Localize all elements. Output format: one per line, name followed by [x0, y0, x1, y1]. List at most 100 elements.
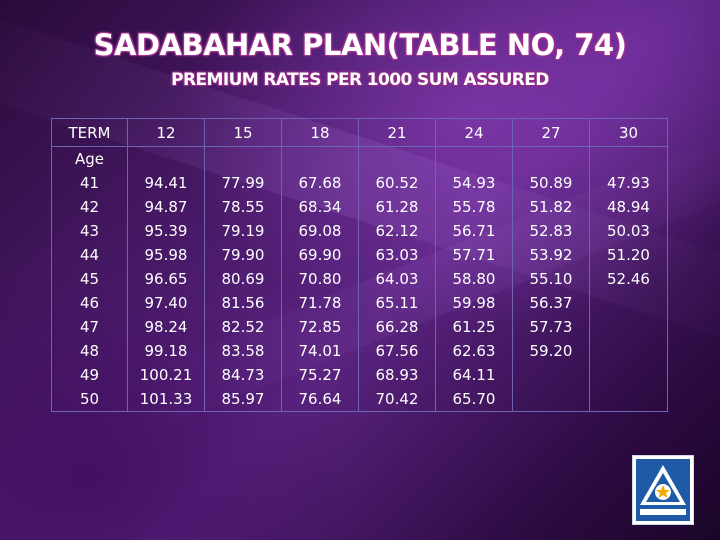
- rate-cell: 81.56: [221, 294, 265, 312]
- age-cell: 41: [79, 174, 100, 192]
- company-logo: [632, 455, 694, 525]
- rate-cell: 60.52: [375, 174, 419, 192]
- rate-cell: 55.10: [529, 270, 573, 288]
- rate-column-term-21: 60.52 61.28 62.12 63.03 64.03 65.11 66.28 67.56…: [358, 146, 436, 412]
- rate-cell: 62.63: [452, 342, 496, 360]
- age-cell: 43: [79, 222, 100, 240]
- rate-cell: 56.37: [529, 294, 573, 312]
- rate-cell: 99.18: [144, 342, 188, 360]
- rate-cell: 65.70: [452, 390, 496, 408]
- rate-cell: 64.11: [452, 366, 496, 384]
- rate-column-term-12: 94.41 94.87 95.39 95.98 96.65 97.40 98.24 99.18…: [127, 146, 205, 412]
- rate-cell: 54.93: [452, 174, 496, 192]
- rate-cell: 52.83: [529, 222, 573, 240]
- table-header-row: TERM 12 15 18 21 24 27 30: [51, 118, 668, 147]
- rate-cell: 78.55: [221, 198, 265, 216]
- term-header-cell: 24: [435, 118, 513, 147]
- blank-cell: [513, 147, 589, 171]
- term-header-cell: 27: [512, 118, 590, 147]
- rate-cell: 62.12: [375, 222, 419, 240]
- blank-cell: [436, 147, 512, 171]
- rate-cell: 74.01: [298, 342, 342, 360]
- rate-cell: 68.34: [298, 198, 342, 216]
- rate-cell: 76.64: [298, 390, 342, 408]
- term-header-cell: TERM: [51, 118, 128, 147]
- rate-cell: 84.73: [221, 366, 265, 384]
- rate-cell: 52.46: [607, 270, 650, 288]
- rate-cell: 58.80: [452, 270, 496, 288]
- slide-title: SADABAHAR PLAN(TABLE NO, 74): [93, 28, 627, 62]
- rate-cell: 70.42: [375, 390, 419, 408]
- blank-cell: [359, 147, 435, 171]
- rate-cell: 51.20: [607, 246, 650, 264]
- rate-cell: 75.27: [298, 366, 342, 384]
- rate-column-term-15: 77.99 78.55 79.19 79.90 80.69 81.56 82.52 83.58…: [204, 146, 282, 412]
- blank-cell: [282, 147, 358, 171]
- rate-cell: 85.97: [221, 390, 265, 408]
- rate-cell: 59.98: [452, 294, 496, 312]
- age-cell: 42: [79, 198, 100, 216]
- rate-cell: 61.25: [452, 318, 496, 336]
- rate-cell: 68.93: [375, 366, 419, 384]
- rate-cell: 55.78: [452, 198, 496, 216]
- premium-rates-table: TERM 12 15 18 21 24 27 30 Age 41 42 43 4…: [51, 118, 668, 412]
- rate-cell: 57.71: [452, 246, 496, 264]
- rate-cell: 56.71: [452, 222, 496, 240]
- rate-cell: 69.08: [298, 222, 342, 240]
- rate-cell: 65.11: [375, 294, 419, 312]
- rate-column-term-18: 67.68 68.34 69.08 69.90 70.80 71.78 72.85 74.01…: [281, 146, 359, 412]
- rate-cell: 63.03: [375, 246, 419, 264]
- rate-cell: 95.98: [144, 246, 188, 264]
- rate-cell: 94.41: [144, 174, 188, 192]
- age-cell: 49: [79, 366, 100, 384]
- rate-cell: 83.58: [221, 342, 265, 360]
- term-header-cell: 18: [281, 118, 359, 147]
- term-header-cell: 21: [358, 118, 436, 147]
- rate-column-term-30: 47.93 48.94 50.03 51.20 52.46: [589, 146, 668, 412]
- rate-cell: 79.90: [221, 246, 265, 264]
- age-label: Age: [74, 150, 104, 168]
- rate-cell: 70.80: [298, 270, 342, 288]
- rate-cell: 77.99: [221, 174, 265, 192]
- age-cell: 47: [79, 318, 100, 336]
- term-header-cell: 15: [204, 118, 282, 147]
- rate-cell: 69.90: [298, 246, 342, 264]
- rate-cell: 98.24: [144, 318, 188, 336]
- age-column: Age 41 42 43 44 45 46 47 48 49 50: [51, 146, 128, 412]
- rate-cell: 100.21: [139, 366, 193, 384]
- rate-cell: 72.85: [298, 318, 342, 336]
- age-cell: 45: [79, 270, 100, 288]
- rate-cell: 94.87: [144, 198, 188, 216]
- rate-cell: 50.89: [529, 174, 573, 192]
- rate-cell: 96.65: [144, 270, 188, 288]
- rate-cell: 64.03: [375, 270, 419, 288]
- rate-cell: 67.68: [298, 174, 342, 192]
- term-header-cell: 12: [127, 118, 205, 147]
- rate-cell: 48.94: [607, 198, 650, 216]
- slide-subtitle: PREMIUM RATES PER 1000 SUM ASSURED: [171, 70, 549, 90]
- rate-cell: 82.52: [221, 318, 265, 336]
- rate-cell: 61.28: [375, 198, 419, 216]
- rate-cell: 67.56: [375, 342, 419, 360]
- rate-cell: 47.93: [607, 174, 650, 192]
- blank-cell: [205, 147, 281, 171]
- rate-cell: 79.19: [221, 222, 265, 240]
- table-body-row: Age 41 42 43 44 45 46 47 48 49 50 94.41 9…: [51, 146, 668, 412]
- term-header-cell: 30: [589, 118, 668, 147]
- age-cell: 50: [79, 390, 100, 408]
- rate-cell: 66.28: [375, 318, 419, 336]
- blank-cell: [590, 147, 667, 171]
- rate-cell: 101.33: [139, 390, 193, 408]
- rate-column-term-24: 54.93 55.78 56.71 57.71 58.80 59.98 61.25 62.63…: [435, 146, 513, 412]
- insurance-logo-icon: [636, 459, 690, 521]
- rate-cell: 51.82: [529, 198, 573, 216]
- rate-cell: 57.73: [529, 318, 573, 336]
- rate-column-term-27: 50.89 51.82 52.83 53.92 55.10 56.37 57.73 59.20: [512, 146, 590, 412]
- rate-cell: 97.40: [144, 294, 188, 312]
- rate-cell: 71.78: [298, 294, 342, 312]
- rate-cell: 50.03: [607, 222, 650, 240]
- age-cell: 48: [79, 342, 100, 360]
- age-cell: 46: [79, 294, 100, 312]
- rate-cell: 59.20: [529, 342, 573, 360]
- rate-cell: 53.92: [529, 246, 573, 264]
